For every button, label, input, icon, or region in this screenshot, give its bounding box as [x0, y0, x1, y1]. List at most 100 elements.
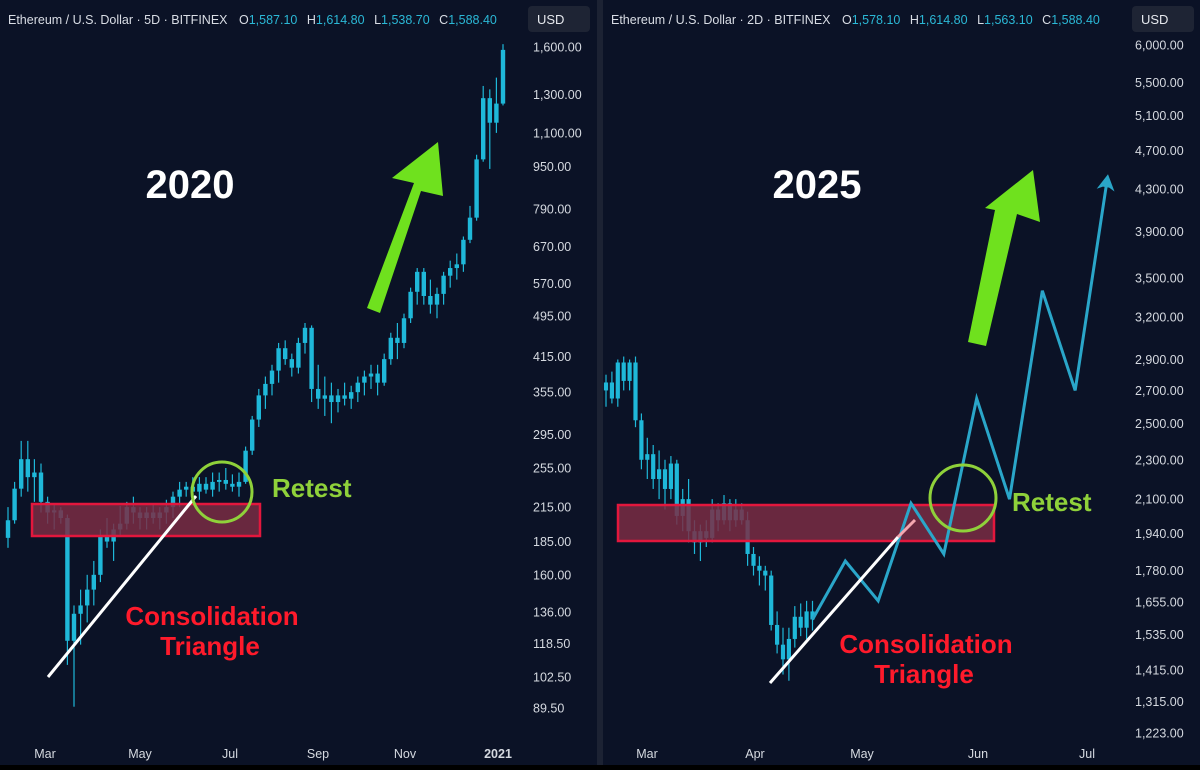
currency-button-2020[interactable]: USD: [528, 6, 590, 32]
candle-body: [342, 395, 347, 399]
price-tick-label: 2,900.00: [1135, 353, 1184, 367]
chart-header-2020: Ethereum / U.S. Dollar · 5D · BITFINEX O…: [8, 13, 497, 27]
price-tick-label: 5,500.00: [1135, 76, 1184, 90]
candle: [269, 364, 275, 396]
candle: [316, 364, 321, 409]
candle: [329, 382, 334, 424]
time-tick-label: May: [850, 747, 874, 761]
candle-body: [276, 348, 281, 371]
time-tick-label: Jul: [1079, 747, 1095, 761]
currency-button-bg[interactable]: [528, 6, 590, 32]
candle-body: [329, 395, 334, 403]
candle-body: [296, 342, 301, 368]
candle: [645, 437, 650, 480]
candle-body: [434, 293, 440, 305]
price-tick-label: 2,100.00: [1135, 493, 1184, 507]
candle: [454, 253, 459, 280]
time-tick-label: Mar: [636, 747, 658, 761]
price-axis-2020: 1,600.00 1,300.00 1,100.00 950.00 790.00 670.…: [533, 41, 582, 716]
candle-body: [662, 469, 668, 489]
candle-body: [382, 359, 387, 383]
time-axis-2020: Mar May Jul Sep Nov 2021: [34, 747, 512, 761]
price-tick-label: 118.50: [533, 637, 570, 651]
close-value: 1,588.40: [448, 13, 497, 27]
ohlc-legend-2025: Ethereum / U.S. Dollar · 2D · BITFINEX O…: [611, 13, 1100, 27]
price-tick-label: 1,223.00: [1135, 727, 1184, 741]
candle-body: [792, 616, 797, 639]
candle-body: [408, 291, 413, 319]
candle-body: [415, 271, 420, 292]
time-tick-label: Sep: [307, 747, 329, 761]
price-tick-label: 1,780.00: [1135, 564, 1184, 578]
time-tick-label: Jul: [222, 747, 238, 761]
time-axis-2025: Mar Apr May Jun Jul: [636, 747, 1095, 761]
candle-body: [217, 479, 222, 482]
candle: [91, 560, 96, 606]
candle-body: [25, 459, 30, 478]
currency-button-label[interactable]: USD: [537, 12, 564, 27]
candle: [309, 325, 314, 403]
price-tick-label: 2,300.00: [1135, 453, 1184, 467]
price-tick-label: 355.00: [533, 386, 571, 400]
open-label: O: [842, 13, 852, 27]
price-tick-label: 1,315.00: [1135, 695, 1184, 709]
symbol-title: Ethereum / U.S. Dollar · 5D · BITFINEX: [8, 13, 228, 27]
open-label: O: [239, 13, 249, 27]
candle: [421, 268, 426, 305]
candle: [223, 467, 228, 490]
high-value: 1,614.80: [919, 13, 968, 27]
open-value: 1,587.10: [249, 13, 298, 27]
time-tick-label: Mar: [34, 747, 56, 761]
candle: [751, 547, 756, 576]
candle-body: [203, 483, 209, 490]
candle: [415, 268, 420, 305]
candle: [375, 364, 380, 396]
low-value: 1,538.70: [381, 13, 430, 27]
candle-body: [210, 481, 215, 490]
candle: [19, 440, 24, 497]
candle: [32, 459, 37, 502]
price-tick-label: 415.00: [533, 350, 571, 364]
candle: [263, 376, 268, 409]
candle: [798, 603, 803, 637]
candle: [408, 287, 413, 323]
candle-body: [5, 520, 11, 538]
candle-body: [441, 275, 446, 294]
candle-body: [401, 318, 407, 343]
candle-body: [757, 565, 762, 571]
currency-button-bg[interactable]: [1132, 6, 1194, 32]
candle: [5, 507, 11, 548]
candle-body: [98, 535, 103, 575]
support-zone-2025: [616, 503, 996, 543]
candle-body: [751, 553, 756, 566]
triangle-label-2020: Triangle: [160, 631, 260, 661]
candle-body: [19, 459, 24, 489]
retest-label-2020: Retest: [272, 473, 352, 503]
candle: [401, 313, 407, 349]
low-label: L: [977, 13, 984, 27]
price-tick-label: 3,500.00: [1135, 272, 1184, 286]
candle-body: [236, 481, 242, 487]
high-label: H: [910, 13, 919, 27]
candle-body: [603, 382, 609, 391]
candle: [633, 356, 638, 428]
candle: [388, 332, 393, 365]
candle: [627, 359, 632, 391]
currency-button-2025[interactable]: USD: [1132, 6, 1194, 32]
candle-body: [368, 373, 374, 377]
candle-body: [250, 419, 255, 451]
price-tick-label: 1,300.00: [533, 88, 582, 102]
candles-2025: [603, 356, 815, 681]
candle-body: [474, 159, 479, 218]
candle-body: [71, 613, 77, 641]
candle: [481, 85, 486, 162]
currency-button-label[interactable]: USD: [1141, 12, 1168, 27]
candle-body: [798, 616, 803, 628]
candle-body: [500, 49, 506, 104]
candle-body: [197, 483, 202, 492]
candle: [461, 236, 466, 272]
price-tick-label: 102.50: [533, 670, 571, 684]
candle-body: [674, 463, 679, 516]
candle-body: [657, 469, 662, 480]
price-tick-label: 570.00: [533, 277, 571, 291]
